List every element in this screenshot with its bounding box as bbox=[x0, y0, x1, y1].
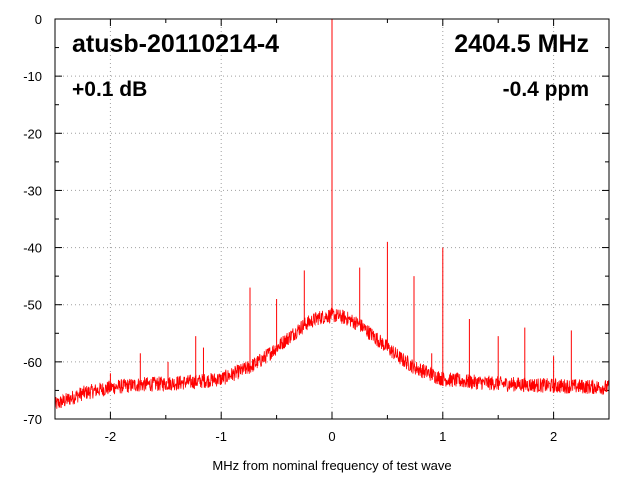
frequency-label: 2404.5 MHz bbox=[454, 30, 589, 58]
x-axis-label: MHz from nominal frequency of test wave bbox=[212, 458, 451, 473]
series-layer bbox=[54, 19, 610, 409]
offset-label: -0.4 ppm bbox=[503, 78, 589, 101]
plot-frame bbox=[54, 18, 610, 420]
y-tick-label: -10 bbox=[23, 69, 42, 84]
y-tick-label: -20 bbox=[23, 126, 42, 141]
y-tick-label: -30 bbox=[23, 183, 42, 198]
x-tick-label: 0 bbox=[328, 429, 335, 444]
gain-label: +0.1 dB bbox=[72, 78, 147, 101]
y-tick-label: -60 bbox=[23, 355, 42, 370]
y-tick-label: 0 bbox=[35, 12, 42, 27]
y-tick-label: -70 bbox=[23, 412, 42, 427]
y-tick-label: -40 bbox=[23, 241, 42, 256]
x-tick-label: -2 bbox=[105, 429, 117, 444]
x-tick-label: 1 bbox=[439, 429, 446, 444]
device-label: atusb-20110214-4 bbox=[72, 30, 279, 58]
axis-tick-labels: -2 -1 0 1 20-10-20-30-40-50-60-70 bbox=[23, 12, 557, 444]
y-tick-label: -50 bbox=[23, 298, 42, 313]
x-tick-label: 2 bbox=[550, 429, 557, 444]
x-tick-label: -1 bbox=[215, 429, 227, 444]
